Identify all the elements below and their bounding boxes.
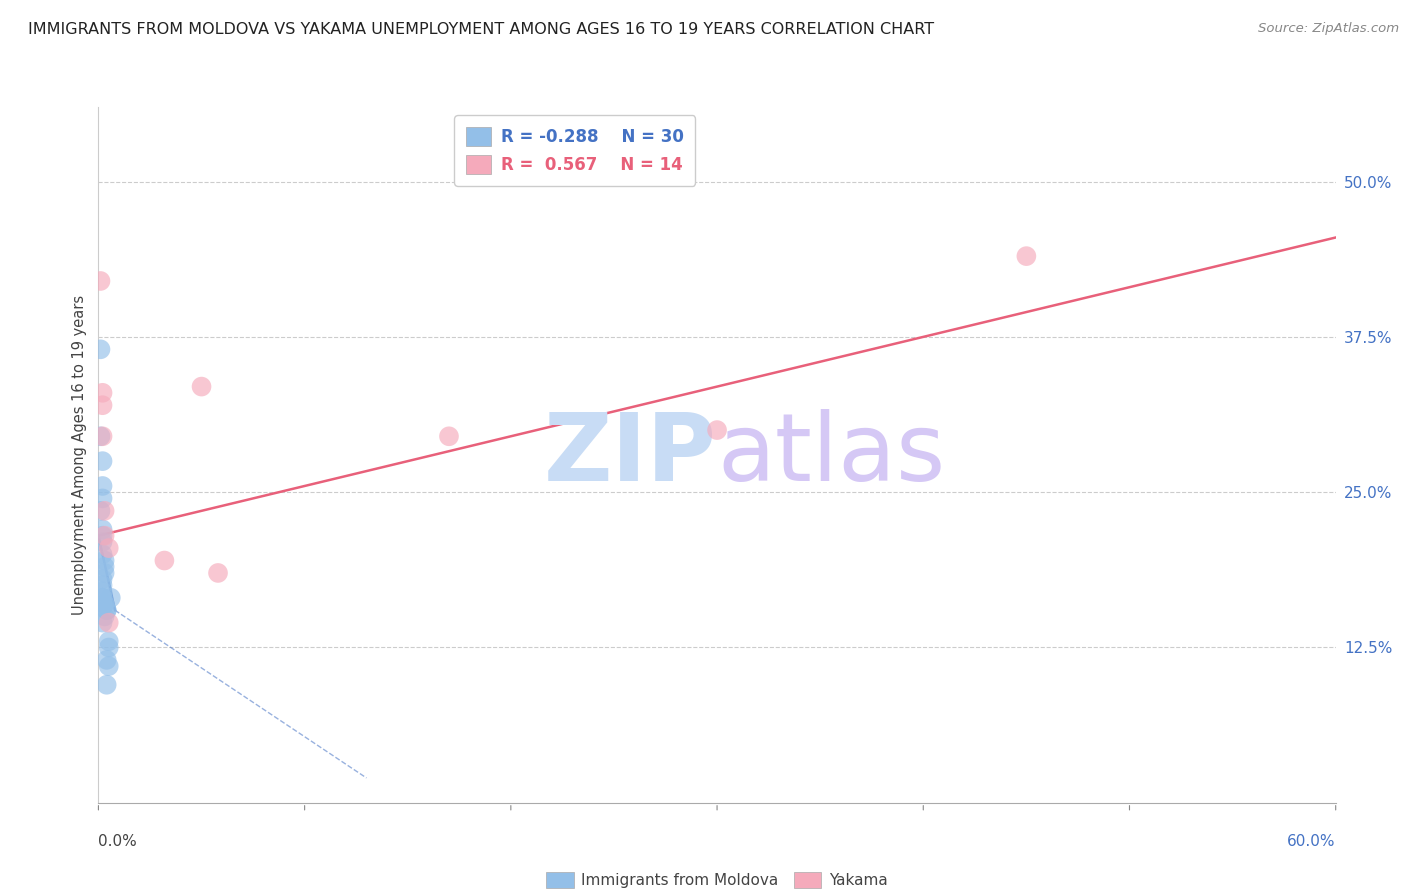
Point: [91, 529, 114, 543]
Point: [1015, 249, 1038, 263]
Point: [89, 274, 111, 288]
Point: [93, 597, 115, 611]
Text: atlas: atlas: [717, 409, 945, 501]
Point: [91, 429, 114, 443]
Point: [91, 491, 114, 506]
Point: [89, 429, 111, 443]
Point: [89, 504, 111, 518]
Point: [96, 653, 118, 667]
Point: [190, 379, 212, 393]
Text: ZIP: ZIP: [544, 409, 717, 501]
Point: [706, 423, 728, 437]
Point: [93, 597, 115, 611]
Point: [96, 603, 118, 617]
Point: [97, 615, 120, 630]
Text: IMMIGRANTS FROM MOLDOVA VS YAKAMA UNEMPLOYMENT AMONG AGES 16 TO 19 YEARS CORRELA: IMMIGRANTS FROM MOLDOVA VS YAKAMA UNEMPL…: [28, 22, 934, 37]
Text: 0.0%: 0.0%: [98, 834, 138, 849]
Point: [91, 572, 114, 586]
Point: [91, 479, 114, 493]
Point: [91, 535, 114, 549]
Point: [91, 584, 114, 599]
Point: [93, 559, 115, 574]
Point: [97, 640, 120, 655]
Point: [153, 553, 176, 567]
Point: [97, 659, 120, 673]
Point: [91, 454, 114, 468]
Point: [207, 566, 229, 580]
Point: [91, 385, 114, 400]
Point: [91, 578, 114, 592]
Point: [91, 591, 114, 605]
Point: [91, 398, 114, 412]
Y-axis label: Unemployment Among Ages 16 to 19 years: Unemployment Among Ages 16 to 19 years: [72, 295, 87, 615]
Point: [93, 529, 115, 543]
Point: [91, 523, 114, 537]
Point: [93, 609, 115, 624]
Legend: Immigrants from Moldova, Yakama: Immigrants from Moldova, Yakama: [540, 866, 894, 892]
Point: [93, 553, 115, 567]
Point: [96, 678, 118, 692]
Text: 60.0%: 60.0%: [1288, 834, 1336, 849]
Point: [100, 591, 122, 605]
Point: [91, 591, 114, 605]
Point: [93, 504, 115, 518]
Point: [91, 615, 114, 630]
Point: [97, 634, 120, 648]
Point: [89, 343, 111, 357]
Point: [96, 603, 118, 617]
Point: [91, 547, 114, 561]
Point: [97, 541, 120, 555]
Point: [93, 566, 115, 580]
Point: [437, 429, 460, 443]
Text: Source: ZipAtlas.com: Source: ZipAtlas.com: [1258, 22, 1399, 36]
